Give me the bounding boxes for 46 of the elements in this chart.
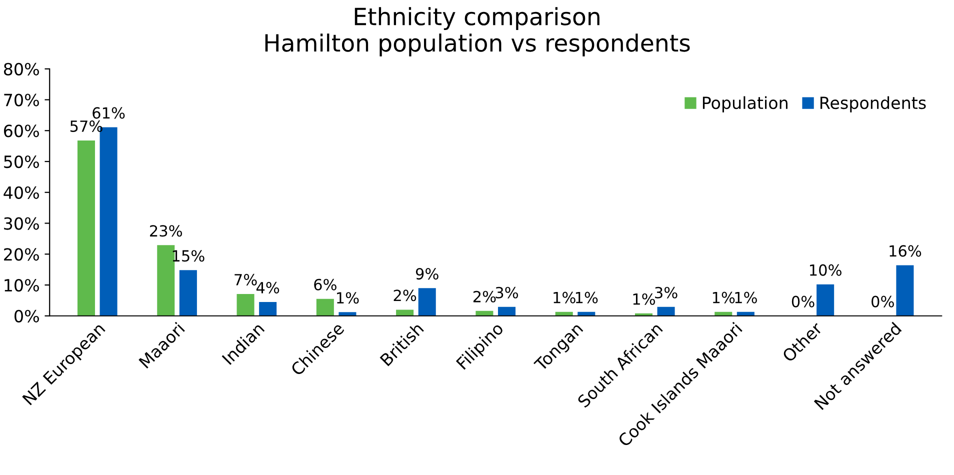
bar bbox=[896, 265, 914, 316]
bar bbox=[396, 310, 414, 316]
data-label: 2% bbox=[394, 290, 416, 302]
bar bbox=[338, 312, 356, 316]
data-label: 3% bbox=[655, 286, 678, 298]
data-label: 3% bbox=[496, 286, 518, 298]
y-tick-label: 40% bbox=[4, 186, 39, 199]
data-label: 1% bbox=[712, 292, 735, 304]
bar bbox=[657, 306, 675, 316]
data-label: 57% bbox=[70, 120, 102, 132]
data-label: 2% bbox=[473, 290, 496, 302]
y-tick-label: 70% bbox=[4, 94, 39, 106]
y-tick-label: 50% bbox=[4, 155, 39, 168]
bar bbox=[179, 270, 197, 316]
data-label: 1% bbox=[576, 292, 598, 304]
data-label: 10% bbox=[810, 264, 842, 276]
data-label: 1% bbox=[735, 292, 757, 304]
bar bbox=[77, 140, 96, 316]
y-tick-label: 30% bbox=[4, 217, 39, 230]
data-label: 0% bbox=[872, 296, 894, 308]
data-label: 16% bbox=[890, 245, 922, 257]
bar bbox=[476, 310, 494, 316]
data-label: 1% bbox=[554, 292, 576, 304]
bar bbox=[816, 284, 834, 316]
bar bbox=[259, 302, 277, 316]
legend-label: Population bbox=[702, 96, 788, 112]
y-tick-label: 20% bbox=[4, 248, 39, 261]
bar bbox=[418, 288, 436, 316]
y-tick-label: 0% bbox=[14, 310, 39, 322]
y-tick-label: 10% bbox=[4, 278, 39, 292]
data-label: 7% bbox=[234, 274, 257, 286]
chart-title: Ethnicity comparison Hamilton population vs respondents bbox=[265, 7, 690, 56]
data-label: 6% bbox=[314, 278, 336, 290]
y-tick-label: 80% bbox=[4, 62, 39, 76]
data-label: 0% bbox=[792, 296, 814, 308]
data-label: 1% bbox=[633, 293, 656, 305]
data-label: 4% bbox=[256, 282, 280, 294]
y-tick-label: 60% bbox=[4, 124, 39, 138]
bar bbox=[498, 306, 516, 316]
data-label: 61% bbox=[92, 107, 125, 119]
legend-label: Respondents bbox=[820, 96, 926, 112]
bar bbox=[316, 298, 334, 316]
data-label: 1% bbox=[337, 292, 359, 304]
data-label: 9% bbox=[416, 268, 438, 280]
bar bbox=[236, 294, 254, 316]
data-label: 23% bbox=[150, 225, 182, 237]
